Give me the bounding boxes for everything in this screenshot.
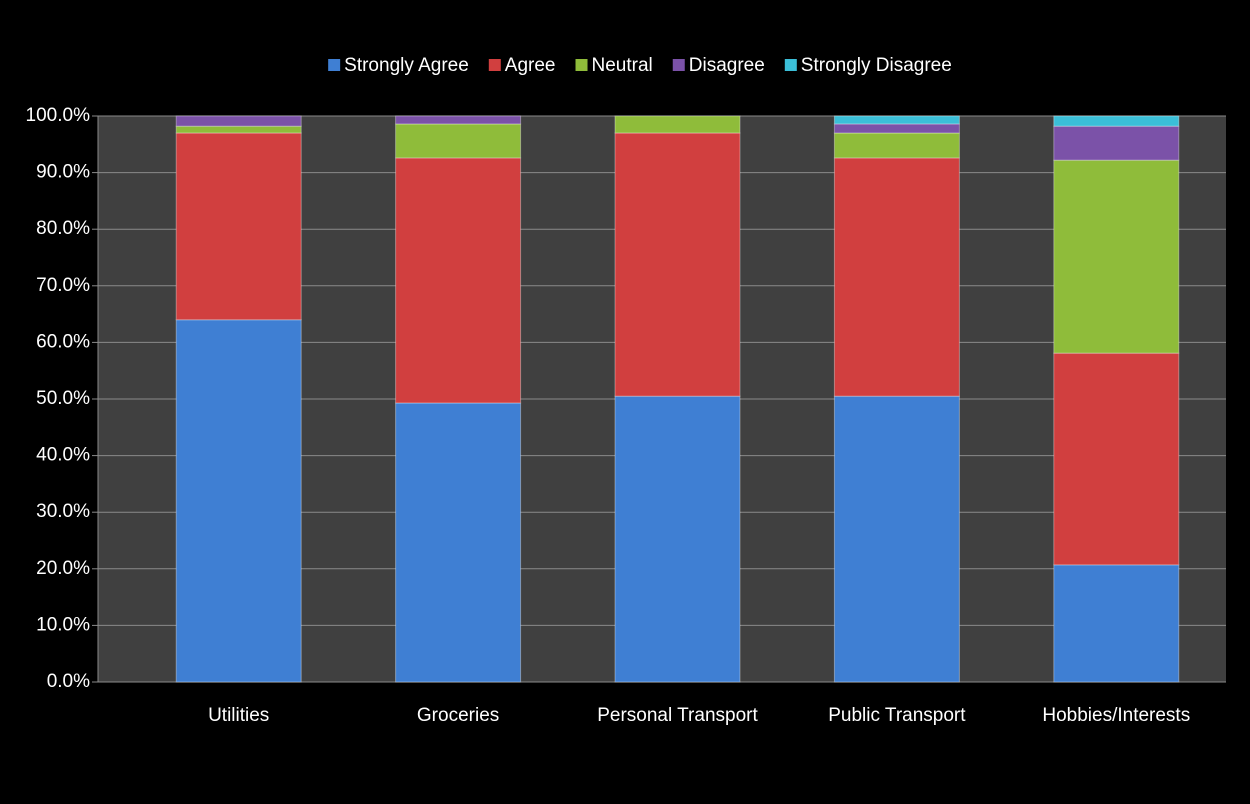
- y-tick-label: 60.0%: [36, 331, 90, 352]
- legend-marker: [488, 59, 501, 71]
- bar-segment: [833, 395, 960, 683]
- legend-label: Strongly Agree: [344, 55, 469, 76]
- legend-marker: [328, 59, 341, 71]
- x-tick-label: Public Transport: [828, 705, 966, 726]
- x-tick-label: Utilities: [208, 705, 269, 726]
- bar-segment: [614, 115, 741, 134]
- bar-segment: [833, 157, 960, 397]
- legend-marker: [784, 59, 797, 71]
- y-tick-label: 70.0%: [36, 275, 90, 296]
- bar-segment: [175, 115, 302, 127]
- legend-label: Agree: [505, 55, 556, 76]
- y-tick-label: 50.0%: [36, 388, 90, 409]
- y-tick-label: 0.0%: [47, 671, 90, 692]
- y-tick-label: 30.0%: [36, 501, 90, 522]
- bar-segment: [395, 402, 522, 683]
- x-tick-label: Hobbies/Interests: [1042, 705, 1190, 726]
- bar-segment: [395, 115, 522, 125]
- bar-segment: [1053, 125, 1180, 161]
- legend-label: Neutral: [592, 55, 653, 76]
- x-tick-label: Personal Transport: [597, 705, 758, 726]
- legend-marker: [575, 59, 588, 71]
- bar-segment: [833, 123, 960, 134]
- y-tick-label: 10.0%: [36, 614, 90, 635]
- y-tick-label: 40.0%: [36, 445, 90, 466]
- bar-segment: [1053, 115, 1180, 127]
- bar-segment: [175, 125, 302, 134]
- legend-label: Strongly Disagree: [801, 55, 952, 76]
- bar-segment: [833, 132, 960, 159]
- bar-segment: [1053, 352, 1180, 566]
- y-tick-label: 80.0%: [36, 218, 90, 239]
- y-tick-label: 20.0%: [36, 558, 90, 579]
- bar-segment: [614, 132, 741, 397]
- bar-segment: [175, 319, 302, 683]
- bar-segment: [1053, 564, 1180, 683]
- legend-label: Disagree: [689, 55, 765, 76]
- legend-marker: [672, 59, 685, 71]
- bar-segment: [833, 115, 960, 125]
- bar-segment: [614, 395, 741, 683]
- y-tick-label: 100.0%: [26, 105, 91, 126]
- x-tick-label: Groceries: [417, 705, 499, 726]
- bar-segment: [395, 157, 522, 404]
- bar-segment: [1053, 159, 1180, 354]
- bar-segment: [395, 123, 522, 159]
- bar-segment: [175, 132, 302, 321]
- y-tick-label: 90.0%: [36, 162, 90, 183]
